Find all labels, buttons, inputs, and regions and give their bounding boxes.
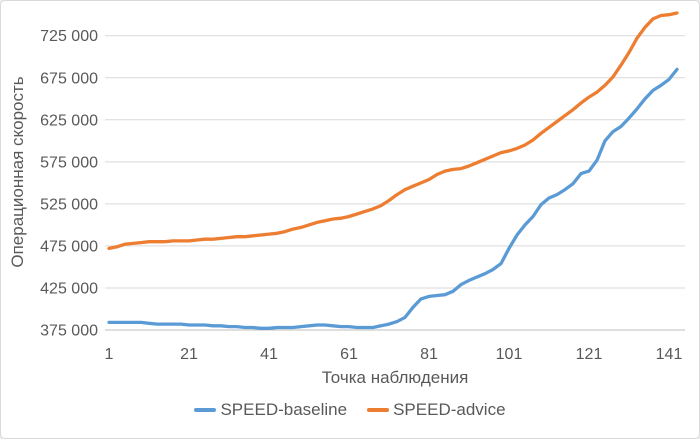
baseline-line-swatch: [194, 408, 217, 412]
legend: SPEED-baseline SPEED-advice: [1, 397, 699, 423]
series-line-speed-baseline: [107, 67, 679, 330]
legend-label-baseline: SPEED-baseline: [220, 400, 348, 419]
y-tick-label: 625 000: [40, 112, 98, 129]
y-tick-label: 675 000: [40, 70, 98, 87]
x-tick-labels: 1 21 41 61 81 101 121 141: [105, 346, 683, 363]
gridlines: [105, 35, 685, 289]
series-line-speed-advice: [107, 11, 679, 251]
x-tick-label: 101: [496, 346, 523, 363]
y-tick-labels: 375 000 425 000 475 000 525 000 575 000 625 0…: [40, 28, 98, 339]
x-tick-label: 121: [576, 346, 603, 363]
legend-item-baseline[interactable]: SPEED-baseline: [194, 400, 347, 420]
legend-label-advice: SPEED-advice: [393, 400, 506, 419]
x-tick-label: 61: [340, 346, 358, 363]
y-tick-label: 575 000: [40, 154, 98, 171]
legend-item-advice[interactable]: SPEED-advice: [367, 400, 506, 420]
y-tick-label: 425 000: [40, 280, 98, 297]
x-axis-title: Точка наблюдения: [321, 368, 469, 387]
y-tick-label: 525 000: [40, 196, 98, 213]
x-tick-label: 81: [420, 346, 438, 363]
x-tick-label: 41: [260, 346, 278, 363]
x-tick-label: 1: [105, 346, 114, 363]
x-tick-label: 21: [180, 346, 198, 363]
y-tick-label: 475 000: [40, 238, 98, 255]
y-tick-label: 725 000: [40, 28, 98, 45]
advice-line-swatch: [367, 408, 390, 412]
y-tick-label: 375 000: [40, 323, 98, 340]
x-tick-label: 141: [656, 346, 683, 363]
y-axis-title: Операционная скорость: [8, 76, 27, 268]
